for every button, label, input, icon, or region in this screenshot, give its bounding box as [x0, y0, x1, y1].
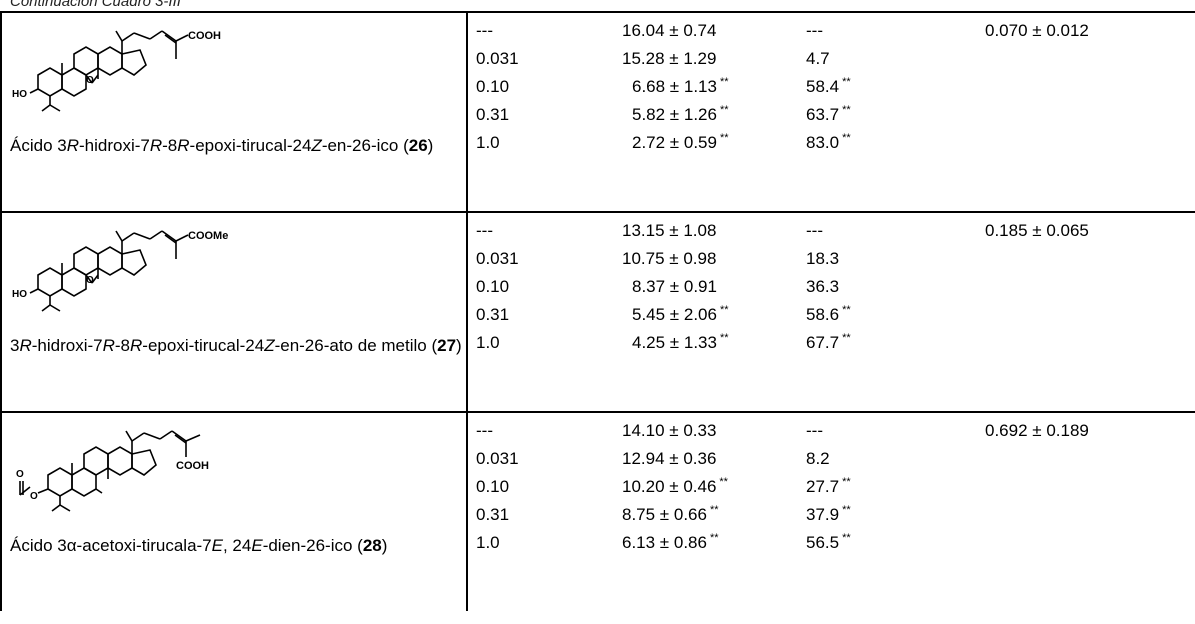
- compound-number: 26: [408, 136, 428, 155]
- ed50-cell: 0.185 ± 0.065: [979, 211, 1195, 412]
- table-caption: Continuación Cuadro 3-III: [10, 0, 181, 10]
- dose-cell: --- 0.031 0.10 0.31 1.0: [467, 11, 612, 212]
- structure-cell: COOH O O Ácido 3α-acetoxi-tirucala-7E, 2…: [0, 411, 468, 611]
- inhibition-cell: --- 4.7 58.4 ** 63.7 ** 83.0 **: [806, 11, 979, 212]
- carboxyl-label: COOH: [176, 460, 209, 472]
- table-row: COOH HO O Ácido 3R-hidroxi-7R-8R-epoxi-t…: [0, 11, 1195, 212]
- hydroxyl-label: HO: [12, 289, 27, 300]
- compound-name: Ácido 3R-hidroxi-7R-8R-epoxi-tirucal-24Z…: [10, 136, 434, 155]
- table-row: COOMe HO O 3R-hidroxi-7R-8R-epoxi-tiruca…: [0, 211, 1195, 412]
- dose-cell: --- 0.031 0.10 0.31 1.0: [467, 211, 612, 412]
- molecule-28-structure: COOH O O: [16, 430, 209, 512]
- mean-cell: 16.04 ± 0.74 15.28 ± 1.29 6.68 ± 1.13 ** …: [612, 11, 806, 212]
- carbonyl-oxygen-label: O: [16, 469, 24, 480]
- ester-oxygen-label: O: [30, 491, 38, 502]
- compound-name: 3R-hidroxi-7R-8R-epoxi-tirucal-24Z-en-26…: [10, 336, 462, 355]
- ed50-cell: 0.070 ± 0.012: [979, 11, 1195, 212]
- mean-cell: 14.10 ± 0.33 12.94 ± 0.36 10.20 ± 0.46 **…: [612, 411, 806, 611]
- mean-cell: 13.15 ± 1.08 10.75 ± 0.98 8.37 ± 0.91 5.…: [612, 211, 806, 412]
- epoxide-label: O: [86, 75, 94, 86]
- ester-label: COOMe: [188, 230, 228, 242]
- molecule-26-structure: COOH HO O: [12, 30, 221, 112]
- epoxide-label: O: [86, 275, 94, 286]
- results-table: COOH HO O Ácido 3R-hidroxi-7R-8R-epoxi-t…: [0, 11, 1195, 611]
- hydroxyl-label: HO: [12, 89, 27, 100]
- compound-number: 28: [362, 536, 382, 555]
- structure-cell: COOH HO O Ácido 3R-hidroxi-7R-8R-epoxi-t…: [0, 11, 468, 212]
- compound-number: 27: [437, 336, 457, 355]
- ed50-cell: 0.692 ± 0.189: [979, 411, 1195, 611]
- dose-cell: --- 0.031 0.10 0.31 1.0: [467, 411, 612, 611]
- structure-cell: COOMe HO O 3R-hidroxi-7R-8R-epoxi-tiruca…: [0, 211, 468, 412]
- table-row: COOH O O Ácido 3α-acetoxi-tirucala-7E, 2…: [0, 411, 1195, 611]
- inhibition-cell: --- 8.2 27.7 ** 37.9 ** 56.5 **: [806, 411, 979, 611]
- molecule-27-structure: COOMe HO O: [12, 230, 228, 312]
- carboxyl-label: COOH: [188, 30, 221, 42]
- compound-name: Ácido 3α-acetoxi-tirucala-7E, 24E-dien-2…: [10, 536, 388, 555]
- inhibition-cell: --- 18.3 36.3 58.6 ** 67.7 **: [806, 211, 979, 412]
